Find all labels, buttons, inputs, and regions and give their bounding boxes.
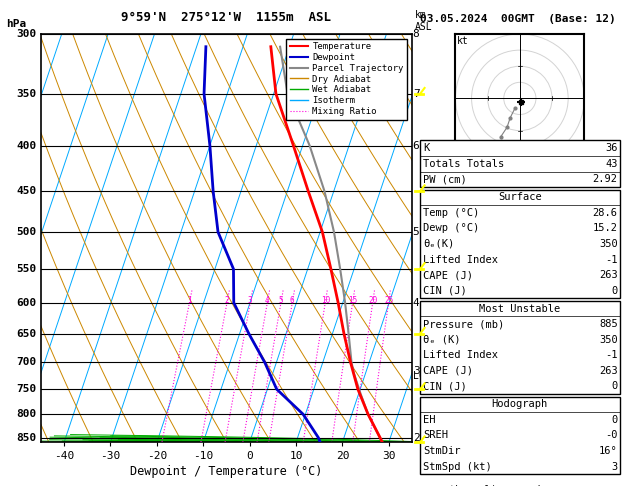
Text: 850: 850 — [16, 433, 36, 443]
Text: 400: 400 — [16, 140, 36, 151]
Text: K: K — [423, 143, 430, 153]
Text: θₑ (K): θₑ (K) — [423, 335, 461, 345]
Text: 350: 350 — [599, 335, 618, 345]
Text: 263: 263 — [599, 366, 618, 376]
Legend: Temperature, Dewpoint, Parcel Trajectory, Dry Adiabat, Wet Adiabat, Isotherm, Mi: Temperature, Dewpoint, Parcel Trajectory… — [286, 38, 408, 120]
Text: 5: 5 — [279, 295, 283, 305]
Text: Totals Totals: Totals Totals — [423, 159, 504, 169]
X-axis label: Dewpoint / Temperature (°C): Dewpoint / Temperature (°C) — [130, 466, 323, 478]
Text: ─: ─ — [417, 264, 424, 274]
Text: Hodograph: Hodograph — [492, 399, 548, 409]
Text: 0: 0 — [611, 286, 618, 295]
Text: 43: 43 — [605, 159, 618, 169]
Text: 36: 36 — [605, 143, 618, 153]
Text: CIN (J): CIN (J) — [423, 382, 467, 391]
Text: 5: 5 — [413, 227, 420, 237]
Text: 350: 350 — [599, 239, 618, 249]
Text: hPa: hPa — [6, 19, 26, 29]
Text: ─: ─ — [417, 384, 424, 394]
Text: 8: 8 — [413, 29, 420, 39]
Text: 3: 3 — [413, 365, 420, 376]
Text: Temp (°C): Temp (°C) — [423, 208, 479, 218]
Text: ─: ─ — [417, 329, 424, 339]
Text: θₑ(K): θₑ(K) — [423, 239, 455, 249]
Text: Surface: Surface — [498, 192, 542, 202]
Text: 3: 3 — [611, 462, 618, 471]
Text: 600: 600 — [16, 298, 36, 308]
Text: 16°: 16° — [599, 446, 618, 456]
Text: 03.05.2024  00GMT  (Base: 12): 03.05.2024 00GMT (Base: 12) — [420, 14, 616, 24]
Text: 885: 885 — [599, 319, 618, 329]
Text: 2: 2 — [413, 433, 420, 443]
Text: 10: 10 — [321, 295, 330, 305]
Text: 650: 650 — [16, 329, 36, 339]
Text: 20: 20 — [368, 295, 377, 305]
Text: 2: 2 — [225, 295, 230, 305]
Text: 2.92: 2.92 — [593, 174, 618, 184]
Text: 15: 15 — [348, 295, 357, 305]
Text: 263: 263 — [599, 270, 618, 280]
Text: CIN (J): CIN (J) — [423, 286, 467, 295]
Text: -1: -1 — [605, 350, 618, 360]
Text: 6: 6 — [413, 140, 420, 151]
Text: -0: -0 — [605, 431, 618, 440]
Text: 7: 7 — [413, 89, 420, 99]
Text: LCL: LCL — [413, 371, 430, 381]
Text: Dewp (°C): Dewp (°C) — [423, 224, 479, 233]
Text: Pressure (mb): Pressure (mb) — [423, 319, 504, 329]
Text: km
ASL: km ASL — [415, 10, 433, 32]
Text: 1: 1 — [187, 295, 192, 305]
Text: 750: 750 — [16, 384, 36, 394]
Text: Lifted Index: Lifted Index — [423, 255, 498, 264]
Text: EH: EH — [423, 415, 436, 425]
Text: 3: 3 — [248, 295, 253, 305]
Text: 0: 0 — [611, 415, 618, 425]
Text: 700: 700 — [16, 358, 36, 367]
Text: CAPE (J): CAPE (J) — [423, 270, 473, 280]
Text: 300: 300 — [16, 29, 36, 39]
Text: 6: 6 — [290, 295, 294, 305]
Text: -1: -1 — [605, 255, 618, 264]
Text: SREH: SREH — [423, 431, 448, 440]
Text: 15.2: 15.2 — [593, 224, 618, 233]
Text: 350: 350 — [16, 89, 36, 99]
Text: ─: ─ — [417, 437, 424, 447]
Text: 4: 4 — [413, 298, 420, 308]
Text: 500: 500 — [16, 227, 36, 237]
Text: 550: 550 — [16, 264, 36, 274]
Text: StmSpd (kt): StmSpd (kt) — [423, 462, 492, 471]
Text: PW (cm): PW (cm) — [423, 174, 467, 184]
Text: 450: 450 — [16, 186, 36, 196]
Text: CAPE (J): CAPE (J) — [423, 366, 473, 376]
Text: 0: 0 — [611, 382, 618, 391]
Text: 28.6: 28.6 — [593, 208, 618, 218]
Text: Mixing Ratio (g/kg): Mixing Ratio (g/kg) — [430, 182, 440, 294]
Text: kt: kt — [457, 35, 469, 46]
Text: © weatheronline.co.uk: © weatheronline.co.uk — [420, 485, 543, 486]
Text: ─: ─ — [417, 89, 424, 99]
Text: Most Unstable: Most Unstable — [479, 304, 560, 313]
Text: 9°59'N  275°12'W  1155m  ASL: 9°59'N 275°12'W 1155m ASL — [121, 11, 331, 24]
Text: ─: ─ — [417, 186, 424, 196]
Text: Lifted Index: Lifted Index — [423, 350, 498, 360]
Text: StmDir: StmDir — [423, 446, 461, 456]
Text: 4: 4 — [265, 295, 270, 305]
Text: 800: 800 — [16, 409, 36, 419]
Text: 25: 25 — [384, 295, 393, 305]
